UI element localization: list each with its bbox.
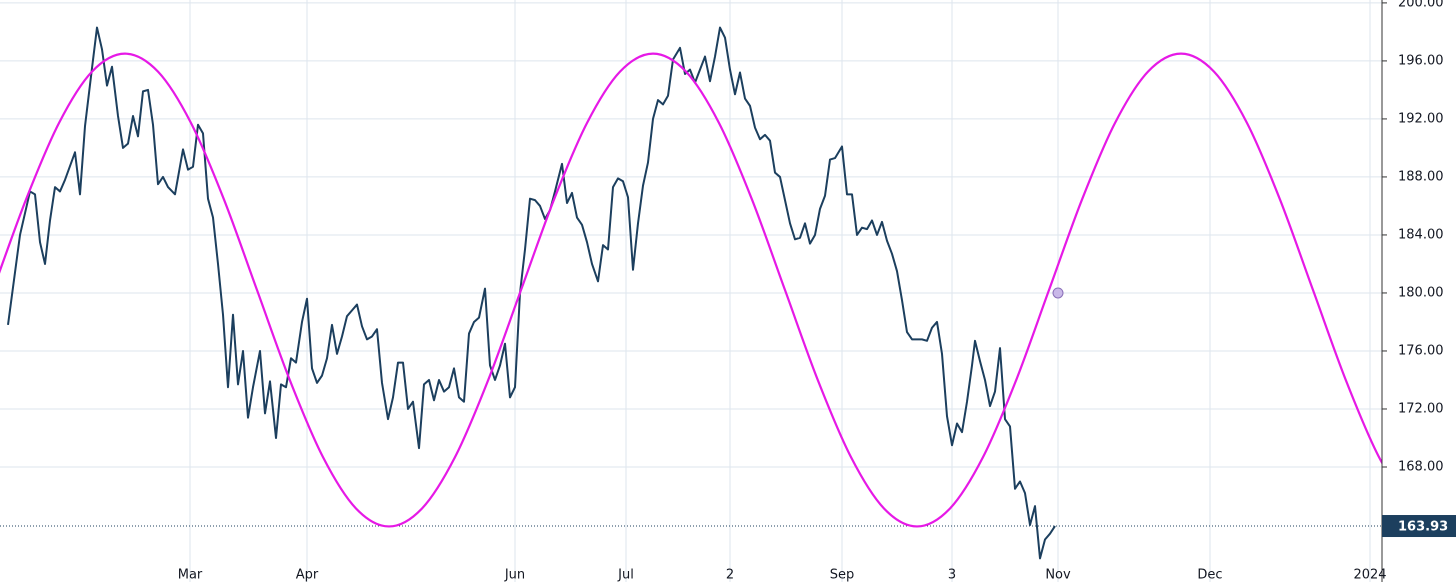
y-tick-label: 188.00	[1398, 169, 1444, 184]
y-tick-label: 176.00	[1398, 343, 1444, 358]
y-tick-label: 180.00	[1398, 285, 1444, 300]
axis-labels: 168.00 172.00 176.00 180.00 184.00 188.00 192.…	[178, 0, 1456, 582]
x-tick-label: 3	[948, 568, 956, 582]
marker-point	[1052, 287, 1064, 299]
x-tick-label: Sep	[830, 568, 855, 582]
x-tick-label: Jun	[504, 568, 525, 582]
series-line	[0, 52, 1382, 528]
y-tick-label: 172.00	[1398, 401, 1444, 416]
y-tick-label: 184.00	[1398, 227, 1444, 242]
last-value-box	[1382, 515, 1456, 538]
x-tick-label: 2024	[1353, 568, 1386, 582]
plot-area	[0, 26, 1382, 560]
y-tick-label: 200.00	[1398, 0, 1444, 10]
series-line	[7, 26, 1056, 560]
last-value-label: 163.93	[1398, 520, 1448, 535]
y-tick-label: 196.00	[1398, 53, 1444, 68]
x-tick-label: Apr	[296, 568, 319, 582]
x-tick-label: 2	[726, 568, 734, 582]
y-tick-label: 192.00	[1398, 111, 1444, 126]
x-tick-label: Nov	[1045, 568, 1071, 582]
x-tick-label: Jul	[617, 568, 634, 582]
grid	[0, 0, 1387, 582]
x-tick-label: Dec	[1197, 568, 1222, 582]
x-tick-label: Mar	[178, 568, 203, 582]
y-tick-label: 168.00	[1398, 459, 1444, 474]
